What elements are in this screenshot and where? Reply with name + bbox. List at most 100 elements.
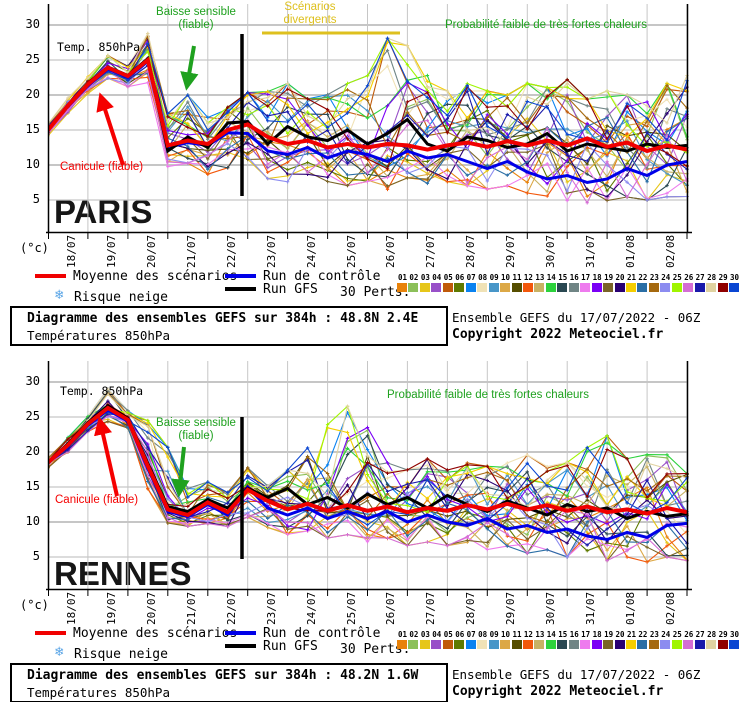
member-swatch — [671, 283, 682, 292]
legend-gfs-line — [225, 644, 256, 648]
member-number: 28 — [707, 273, 717, 282]
y-tick-label: 15 — [25, 479, 40, 493]
y-tick-label: 20 — [25, 87, 40, 101]
member-swatch — [557, 640, 568, 649]
member-swatch — [591, 640, 602, 649]
temp-850hpa-label: Temp. 850hPa — [57, 40, 141, 54]
member-swatch — [465, 640, 476, 649]
annotation-scenarios: Scénarios divergents — [262, 1, 358, 27]
legend-mean-line — [35, 274, 66, 278]
member-swatch — [500, 640, 510, 649]
member-swatch — [442, 640, 453, 649]
snowflake-icon: ❄ — [55, 644, 64, 660]
member-number: 12 — [523, 273, 533, 282]
member-number: 30 — [729, 630, 740, 639]
member-swatch — [603, 640, 614, 649]
legend-mean-label: Moyenne des scénarios — [73, 269, 238, 284]
info-run: Ensemble GEFS du 17/07/2022 - 06Z — [452, 310, 701, 325]
legend-gfs-label: Run GFS — [263, 282, 318, 297]
member-swatch — [465, 283, 476, 292]
x-tick-label: 24/07 — [305, 591, 318, 625]
y-tick-label: 5 — [32, 549, 40, 563]
x-tick-label: 19/07 — [105, 591, 118, 625]
member-swatch — [626, 640, 636, 649]
x-tick-label: 25/07 — [345, 234, 358, 268]
member-number: 18 — [592, 273, 602, 282]
member-number: 15 — [558, 273, 568, 282]
member-swatch — [454, 640, 465, 649]
legend-neige-label: Risque neige — [74, 290, 168, 305]
member-number: 10 — [500, 630, 511, 639]
x-tick-label: 19/07 — [105, 234, 118, 268]
member-number: 03 — [420, 630, 430, 639]
x-tick-label: 21/07 — [185, 591, 198, 625]
x-tick-label: 28/07 — [464, 234, 477, 268]
snowflake-icon: ❄ — [55, 287, 64, 303]
x-tick-label: 22/07 — [225, 234, 238, 268]
x-tick-label: 23/07 — [265, 591, 278, 625]
x-tick-label: 18/07 — [65, 591, 78, 625]
member-number: 11 — [512, 630, 522, 639]
member-number: 23 — [649, 630, 659, 639]
members-legend: 01 02 03 04 05 06 07 08 09 10 11 12 13 14 15 16 17 18 19 20… — [397, 630, 741, 652]
member-swatch — [729, 640, 739, 649]
member-swatch — [545, 283, 556, 292]
annotation-scenarios-line1: Scénarios — [284, 1, 336, 13]
member-number: 08 — [478, 273, 488, 282]
x-tick-label: 01/08 — [624, 234, 637, 268]
x-tick-label: 02/08 — [664, 591, 677, 625]
member-swatch — [717, 283, 728, 292]
member-swatch — [717, 640, 728, 649]
member-swatch — [694, 283, 705, 292]
member-number: 23 — [649, 273, 659, 282]
ensemble-chart-rennes — [46, 361, 692, 596]
legend-mean-label: Moyenne des scénarios — [73, 626, 238, 641]
member-number: 18 — [592, 630, 602, 639]
member-number: 28 — [707, 630, 717, 639]
x-tick-label: 28/07 — [464, 591, 477, 625]
member-number: 09 — [489, 273, 499, 282]
info-title: Diagramme des ensembles GEFS sur 384h : … — [27, 311, 419, 326]
city-label-rennes: RENNES — [54, 555, 192, 592]
info-copyright: Copyright 2022 Meteociel.fr — [452, 327, 664, 342]
y-tick-label: 5 — [32, 192, 40, 206]
x-tick-label: 21/07 — [185, 234, 198, 268]
y-tick-label: 20 — [25, 444, 40, 458]
city-label-paris: PARIS — [54, 193, 153, 230]
y-tick-label: 25 — [25, 409, 40, 423]
member-number: 11 — [512, 273, 522, 282]
member-number: 29 — [718, 273, 728, 282]
member-number: 27 — [695, 630, 705, 639]
member-number: 03 — [420, 273, 430, 282]
y-tick-label: 15 — [25, 122, 40, 136]
legend-control-label: Run de contrôle — [263, 269, 381, 284]
temp-850hpa-label: Temp. 850hPa — [60, 384, 144, 398]
y-tick-label: 25 — [25, 52, 40, 66]
annotation-scenarios-line2: divergents — [283, 14, 337, 26]
member-number: 24 — [661, 630, 671, 639]
member-swatch — [614, 283, 625, 292]
members-legend: 01 02 03 04 05 06 07 08 09 10 11 12 13 14 15 16 17 18 19 20… — [397, 273, 741, 295]
member-swatch — [568, 640, 579, 649]
x-tick-label: 01/08 — [624, 591, 637, 625]
y-tick-label: 10 — [25, 514, 40, 528]
legend-control-line — [225, 631, 256, 635]
info-right: Ensemble GEFS du 17/07/2022 - 06Z Copyri… — [452, 306, 737, 344]
panel-rennes: RENNES (°c) 30 25 20 15 10 5 18/07 19/07 20/07 2… — [0, 357, 741, 702]
legend-gfs-line — [225, 287, 256, 291]
member-swatch — [637, 640, 648, 649]
annotation-canicule: Canicule (fiable) — [60, 161, 144, 173]
x-tick-label: 30/07 — [544, 234, 557, 268]
member-swatch — [568, 283, 579, 292]
member-swatch — [614, 640, 625, 649]
member-number: 19 — [604, 273, 614, 282]
member-swatch — [729, 283, 739, 292]
legend-perts-label: 30 Perts. — [340, 285, 411, 300]
member-swatch — [557, 283, 568, 292]
member-number: 01 — [397, 630, 408, 639]
member-number: 05 — [443, 630, 453, 639]
member-number: 25 — [672, 630, 682, 639]
member-number: 26 — [684, 630, 694, 639]
member-swatch — [477, 283, 488, 292]
member-swatch — [431, 640, 442, 649]
